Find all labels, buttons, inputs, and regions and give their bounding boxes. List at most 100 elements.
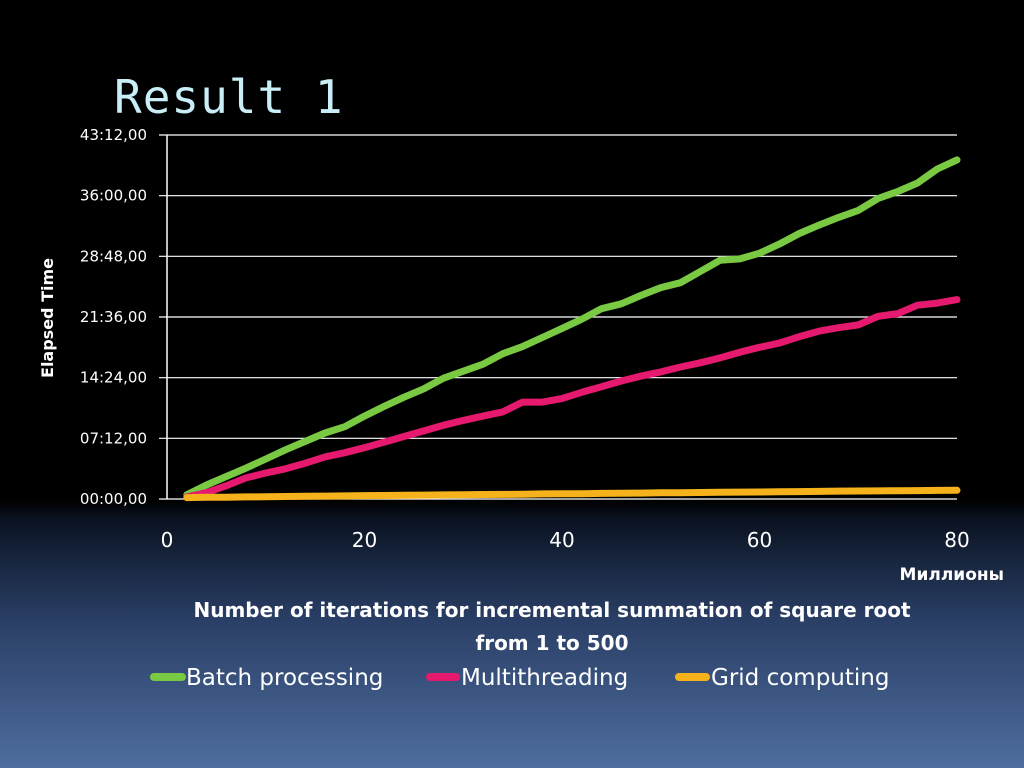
data-point-batch-processing: [601, 308, 602, 310]
data-point-batch-processing: [285, 449, 286, 451]
data-point-grid-computing: [186, 497, 188, 499]
x-tick-label: 0: [161, 528, 174, 552]
data-point-grid-computing: [838, 490, 839, 492]
data-point-batch-processing: [719, 259, 721, 261]
data-point-multithreading: [502, 411, 504, 413]
series-line-multithreading: [183, 296, 961, 501]
data-point-multithreading: [443, 424, 444, 426]
data-point-multithreading: [265, 472, 267, 474]
data-point-batch-processing: [324, 432, 326, 434]
data-point-multithreading: [304, 462, 306, 464]
data-point-grid-computing: [660, 492, 662, 494]
y-tick-label: 36:00,00: [80, 187, 147, 205]
data-point-multithreading: [423, 430, 425, 432]
series-line-grid-computing: [183, 486, 961, 502]
data-point-multithreading: [324, 456, 326, 458]
data-point-multithreading: [739, 351, 741, 353]
data-point-multithreading: [403, 436, 405, 437]
data-point-grid-computing: [344, 495, 346, 497]
data-point-multithreading: [285, 468, 286, 470]
data-point-multithreading: [936, 302, 938, 304]
data-point-batch-processing: [956, 159, 958, 161]
data-point-multithreading: [620, 380, 622, 382]
data-point-grid-computing: [225, 496, 227, 498]
x-axis-title-line-2: from 1 to 500: [476, 631, 629, 655]
data-point-batch-processing: [818, 224, 820, 226]
data-point-batch-processing: [759, 252, 760, 254]
data-point-grid-computing: [917, 490, 918, 492]
data-point-batch-processing: [462, 370, 464, 372]
data-point-multithreading: [719, 357, 721, 359]
y-tick-label: 21:36,00: [80, 308, 147, 326]
data-point-multithreading: [482, 415, 484, 417]
data-point-multithreading: [956, 299, 958, 301]
y-tick-label: 07:12,00: [80, 429, 147, 447]
data-point-batch-processing: [936, 168, 938, 170]
data-point-grid-computing: [956, 489, 958, 491]
data-point-grid-computing: [739, 491, 741, 493]
x-tick-label: 60: [747, 528, 772, 552]
data-point-batch-processing: [245, 467, 247, 469]
data-point-batch-processing: [403, 396, 405, 398]
data-point-batch-processing: [482, 363, 484, 365]
data-point-grid-computing: [699, 492, 701, 493]
data-point-batch-processing: [620, 303, 622, 305]
y-tick-labels: 00:00,00 07:12,00 14:24,00 21:36,00 28:48,00…: [80, 126, 147, 508]
legend-label-multithreading: Multithreading: [461, 665, 628, 691]
x-tick-label: 20: [352, 528, 377, 552]
gridlines: [159, 134, 957, 500]
slide-title: Result 1: [114, 70, 344, 124]
data-point-grid-computing: [364, 495, 365, 497]
data-point-batch-processing: [857, 209, 859, 211]
legend-item-multithreading: Multithreading: [426, 665, 628, 691]
series-lines: [183, 156, 961, 502]
data-point-multithreading: [225, 485, 227, 487]
data-point-grid-computing: [462, 494, 464, 496]
data-point-multithreading: [206, 492, 207, 494]
data-point-batch-processing: [640, 294, 642, 296]
data-point-multithreading: [798, 336, 800, 338]
x-unit-label: Миллионы: [900, 565, 1004, 585]
data-point-grid-computing: [759, 491, 760, 493]
data-point-multithreading: [561, 398, 563, 400]
data-point-batch-processing: [522, 346, 523, 348]
data-point-grid-computing: [581, 493, 583, 495]
data-point-batch-processing: [660, 287, 662, 289]
legend-item-batch-processing: Batch processing: [150, 665, 383, 691]
data-point-multithreading: [699, 362, 701, 364]
data-point-multithreading: [541, 401, 543, 403]
data-point-batch-processing: [581, 318, 583, 320]
series-grid-computing: [183, 486, 961, 502]
data-point-grid-computing: [304, 495, 306, 497]
data-point-multithreading: [818, 330, 820, 332]
data-point-multithreading: [759, 346, 760, 348]
data-point-batch-processing: [304, 440, 306, 442]
legend-item-grid-computing: Grid computing: [675, 665, 889, 691]
series-multithreading: [183, 296, 961, 501]
data-point-grid-computing: [640, 492, 642, 494]
data-point-multithreading: [877, 315, 879, 317]
data-point-grid-computing: [936, 489, 938, 491]
data-point-batch-processing: [265, 458, 267, 460]
data-point-batch-processing: [897, 191, 899, 192]
data-point-batch-processing: [383, 405, 385, 407]
data-point-multithreading: [640, 375, 642, 377]
x-axis-title-line-1: Number of iterations for incremental sum…: [193, 598, 910, 622]
data-point-grid-computing: [423, 494, 425, 496]
data-point-batch-processing: [838, 216, 839, 218]
data-point-batch-processing: [917, 182, 918, 184]
data-point-grid-computing: [680, 492, 681, 494]
data-point-batch-processing: [364, 415, 365, 417]
data-point-multithreading: [917, 304, 918, 306]
data-point-batch-processing: [798, 233, 800, 235]
legend-label-grid-computing: Grid computing: [711, 665, 889, 691]
data-point-grid-computing: [383, 495, 385, 496]
data-point-batch-processing: [206, 484, 207, 486]
data-point-grid-computing: [206, 496, 207, 498]
data-point-batch-processing: [443, 377, 444, 379]
legend-label-batch-processing: Batch processing: [186, 665, 383, 691]
y-tick-label: 28:48,00: [80, 247, 147, 265]
data-point-grid-computing: [265, 496, 267, 498]
data-point-grid-computing: [522, 493, 523, 495]
y-tick-label: 00:00,00: [80, 490, 147, 508]
